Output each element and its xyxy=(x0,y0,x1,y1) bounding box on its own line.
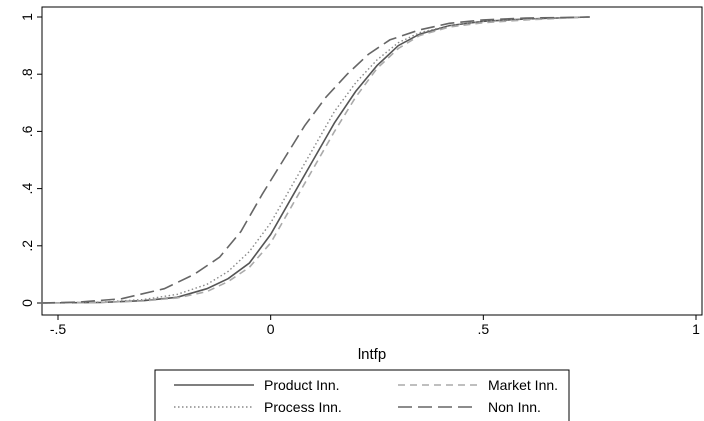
x-axis: -.5 0 .5 1 xyxy=(50,315,700,337)
series-line-market-inn xyxy=(40,16,590,304)
series-group xyxy=(40,16,590,304)
x-tick-label: .5 xyxy=(477,321,489,337)
x-axis-label: lntfp xyxy=(358,346,386,363)
y-tick-label: 0 xyxy=(19,299,35,307)
legend-box xyxy=(154,369,570,421)
legend-label: Process Inn. xyxy=(264,399,342,415)
y-tick-label: .6 xyxy=(19,125,35,137)
x-tick-label: 0 xyxy=(267,321,275,337)
plot-frame xyxy=(41,6,703,316)
y-tick-label: 1 xyxy=(19,13,35,21)
y-tick-label: .4 xyxy=(19,183,35,195)
x-tick-label: 1 xyxy=(692,321,700,337)
series-line-process-inn xyxy=(40,16,590,304)
legend-label: Non Inn. xyxy=(488,399,541,415)
legend-label: Market Inn. xyxy=(488,377,558,393)
y-tick-label: .2 xyxy=(19,240,35,252)
series-line-non-inn xyxy=(40,16,590,304)
y-tick-label: .8 xyxy=(19,68,35,80)
x-tick-label: -.5 xyxy=(50,321,67,337)
legend: Product Inn. Market Inn. Process Inn. Non I… xyxy=(154,369,570,421)
legend-label: Product Inn. xyxy=(264,377,340,393)
